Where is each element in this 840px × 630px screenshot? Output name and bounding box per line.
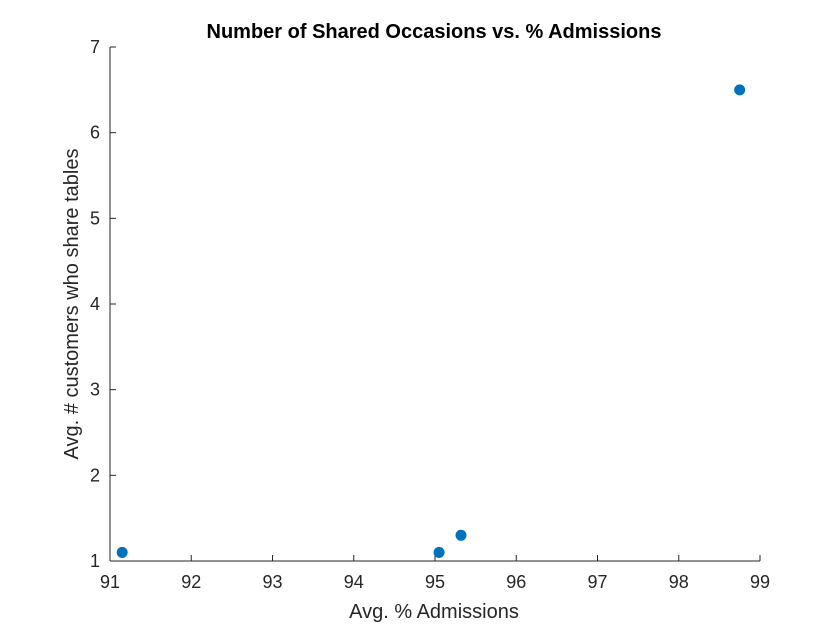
y-tick-label: 7 (90, 37, 100, 57)
x-tick-label: 91 (100, 572, 120, 592)
y-tick-label: 6 (90, 123, 100, 143)
chart-title: Number of Shared Occasions vs. % Admissi… (207, 21, 662, 43)
x-tick-label: 92 (181, 572, 201, 592)
x-tick-label: 99 (750, 572, 770, 592)
y-tick-label: 4 (90, 294, 100, 314)
data-point-2 (433, 546, 445, 558)
x-tick-label: 98 (669, 572, 689, 592)
y-ticks: 1 2 3 4 5 6 7 (90, 37, 116, 571)
data-point-3 (455, 529, 467, 541)
x-ticks: 91 92 93 94 95 96 97 98 99 (100, 555, 770, 592)
y-axis-label: Avg. # customers who share tables (61, 149, 83, 460)
plot-axes (109, 47, 760, 562)
x-tick-label: 93 (262, 572, 282, 592)
y-tick-label: 2 (90, 465, 100, 485)
x-axis-label: Avg. % Admissions (349, 601, 519, 623)
y-tick-label: 1 (90, 551, 100, 571)
data-point-4 (734, 84, 746, 96)
y-tick-label: 3 (90, 380, 100, 400)
x-tick-label: 96 (506, 572, 526, 592)
x-tick-label: 97 (587, 572, 607, 592)
data-point-1 (116, 546, 128, 558)
x-tick-label: 95 (425, 572, 445, 592)
data-points (116, 84, 746, 558)
x-tick-label: 94 (344, 572, 364, 592)
y-tick-label: 5 (90, 208, 100, 228)
